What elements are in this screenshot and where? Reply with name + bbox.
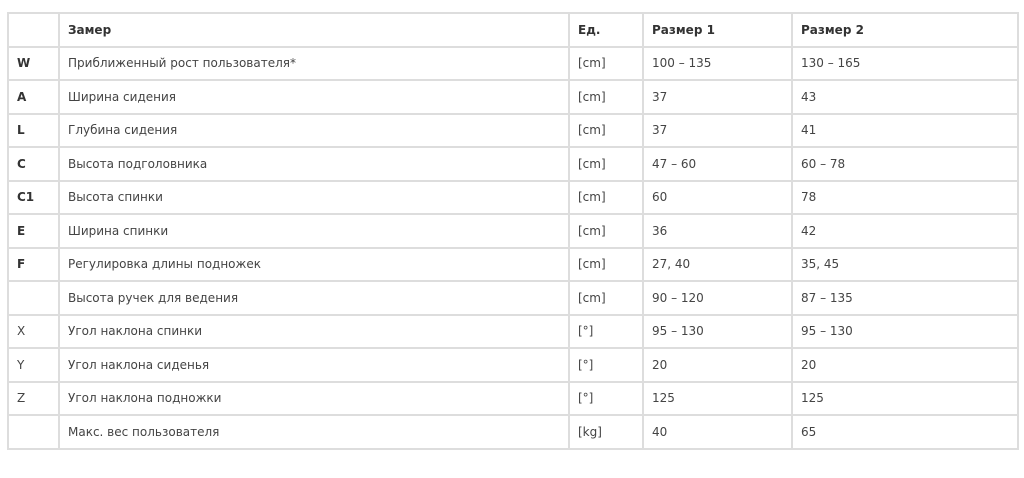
cell-size1: 27, 40 xyxy=(642,246,793,282)
table-row: L Глубина сидения [cm] 37 41 xyxy=(7,112,1019,148)
cell-size2: 130 – 165 xyxy=(791,45,1019,81)
cell-unit: [cm] xyxy=(568,79,644,115)
cell-code: Z xyxy=(7,380,60,416)
cell-size1: 36 xyxy=(642,213,793,249)
cell-measure: Ширина спинки xyxy=(58,213,570,249)
cell-measure: Высота ручек для ведения xyxy=(58,280,570,316)
cell-code xyxy=(7,414,60,450)
cell-size1: 37 xyxy=(642,112,793,148)
cell-size1: 95 – 130 xyxy=(642,313,793,349)
table-row: E Ширина спинки [cm] 36 42 xyxy=(7,213,1019,249)
table-row: Высота ручек для ведения [cm] 90 – 120 87 –… xyxy=(7,280,1019,316)
cell-unit: [°] xyxy=(568,313,644,349)
cell-size2: 87 – 135 xyxy=(791,280,1019,316)
cell-unit: [°] xyxy=(568,347,644,383)
cell-measure: Высота спинки xyxy=(58,179,570,215)
header-measure: Замер xyxy=(58,12,570,48)
cell-size2: 78 xyxy=(791,179,1019,215)
cell-code: F xyxy=(7,246,60,282)
cell-unit: [cm] xyxy=(568,146,644,182)
cell-size2: 125 xyxy=(791,380,1019,416)
table-row: Макс. вес пользователя [kg] 40 65 xyxy=(7,414,1019,450)
cell-size1: 125 xyxy=(642,380,793,416)
cell-size2: 95 – 130 xyxy=(791,313,1019,349)
cell-size1: 90 – 120 xyxy=(642,280,793,316)
cell-size2: 60 – 78 xyxy=(791,146,1019,182)
cell-size1: 20 xyxy=(642,347,793,383)
cell-size2: 43 xyxy=(791,79,1019,115)
cell-unit: [kg] xyxy=(568,414,644,450)
cell-size1: 40 xyxy=(642,414,793,450)
cell-unit: [cm] xyxy=(568,45,644,81)
cell-code: L xyxy=(7,112,60,148)
cell-size1: 47 – 60 xyxy=(642,146,793,182)
dimensions-table: Замер Ед. Размер 1 Размер 2 W Приближенны… xyxy=(7,12,1019,450)
cell-measure: Макс. вес пользователя xyxy=(58,414,570,450)
header-size1: Размер 1 xyxy=(642,12,793,48)
cell-unit: [cm] xyxy=(568,179,644,215)
table-header: Замер Ед. Размер 1 Размер 2 xyxy=(7,12,1019,48)
cell-size1: 60 xyxy=(642,179,793,215)
table-row: W Приближенный рост пользователя* [cm] 100 … xyxy=(7,45,1019,81)
table-row: Z Угол наклона подножки [°] 125 125 xyxy=(7,380,1019,416)
cell-code: A xyxy=(7,79,60,115)
cell-code: X xyxy=(7,313,60,349)
cell-measure: Угол наклона сиденья xyxy=(58,347,570,383)
cell-measure: Регулировка длины подножек xyxy=(58,246,570,282)
cell-size1: 37 xyxy=(642,79,793,115)
table-row: X Угол наклона спинки [°] 95 – 130 95 – 130 xyxy=(7,313,1019,349)
cell-measure: Ширина сидения xyxy=(58,79,570,115)
cell-unit: [cm] xyxy=(568,280,644,316)
cell-size1: 100 – 135 xyxy=(642,45,793,81)
header-unit: Ед. xyxy=(568,12,644,48)
table-row: Y Угол наклона сиденья [°] 20 20 xyxy=(7,347,1019,383)
header-size2: Размер 2 xyxy=(791,12,1019,48)
cell-measure: Приближенный рост пользователя* xyxy=(58,45,570,81)
cell-measure: Угол наклона подножки xyxy=(58,380,570,416)
cell-unit: [°] xyxy=(568,380,644,416)
cell-code: C1 xyxy=(7,179,60,215)
cell-size2: 65 xyxy=(791,414,1019,450)
cell-code: C xyxy=(7,146,60,182)
table-row: F Регулировка длины подножек [cm] 27, 40 35,… xyxy=(7,246,1019,282)
cell-size2: 42 xyxy=(791,213,1019,249)
table-row: C Высота подголовника [cm] 47 – 60 60 – 78 xyxy=(7,146,1019,182)
cell-measure: Угол наклона спинки xyxy=(58,313,570,349)
cell-code xyxy=(7,280,60,316)
table-row: A Ширина сидения [cm] 37 43 xyxy=(7,79,1019,115)
header-code xyxy=(7,12,60,48)
cell-code: E xyxy=(7,213,60,249)
cell-code: W xyxy=(7,45,60,81)
table-row: C1 Высота спинки [cm] 60 78 xyxy=(7,179,1019,215)
cell-size2: 35, 45 xyxy=(791,246,1019,282)
cell-measure: Глубина сидения xyxy=(58,112,570,148)
cell-measure: Высота подголовника xyxy=(58,146,570,182)
cell-unit: [cm] xyxy=(568,246,644,282)
cell-unit: [cm] xyxy=(568,213,644,249)
cell-code: Y xyxy=(7,347,60,383)
cell-unit: [cm] xyxy=(568,112,644,148)
cell-size2: 20 xyxy=(791,347,1019,383)
cell-size2: 41 xyxy=(791,112,1019,148)
